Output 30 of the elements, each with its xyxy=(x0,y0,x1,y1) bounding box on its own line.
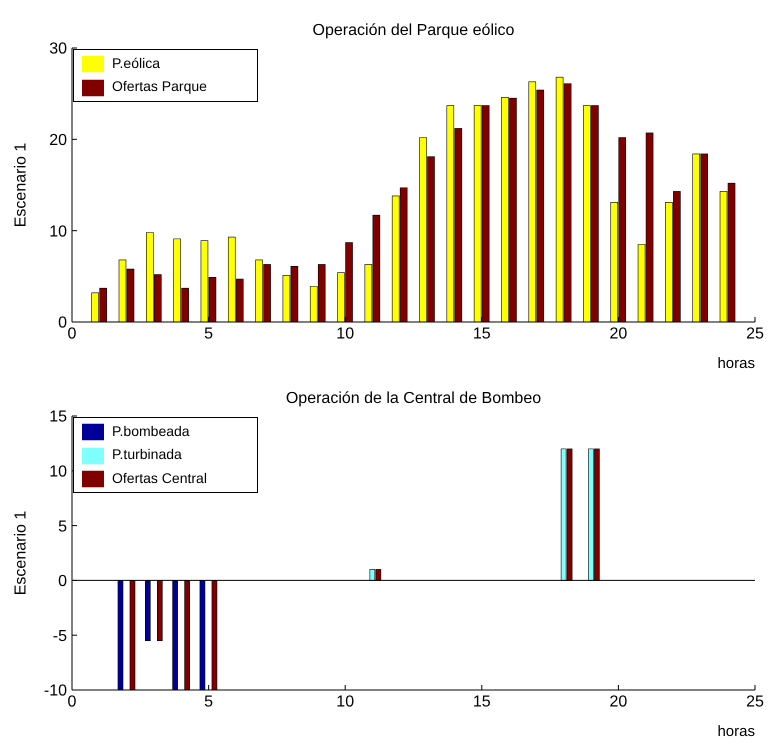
chart-title: Operación del Parque eólico xyxy=(312,22,516,40)
x-tick-label: 20 xyxy=(610,693,628,710)
x-axis-title: horas xyxy=(717,355,755,372)
y-axis-title: Escenario 1 xyxy=(12,142,30,228)
y-tick-label: 10 xyxy=(49,463,68,480)
x-tick-label: 5 xyxy=(204,693,214,710)
y-tick-label: 0 xyxy=(58,573,68,590)
y-tick-label: -10 xyxy=(44,682,68,700)
legend-label: P.eólica xyxy=(112,55,160,71)
x-tick-label: 20 xyxy=(610,325,628,342)
y-tick-label: 10 xyxy=(49,223,68,240)
x-tick-label: 15 xyxy=(472,693,491,710)
x-tick-label: 10 xyxy=(336,325,354,342)
x-tick-label: 25 xyxy=(746,325,764,342)
y-tick-label: 20 xyxy=(49,132,68,150)
y-tick-label: 30 xyxy=(49,40,68,58)
y-axis-title: Escenario 1 xyxy=(12,510,30,596)
x-tick-label: 10 xyxy=(336,693,354,710)
x-tick-label: 5 xyxy=(204,325,214,342)
x-tick-label: 25 xyxy=(746,693,764,710)
legend-label: Ofertas Central xyxy=(112,470,207,486)
y-tick-label: -5 xyxy=(52,628,68,645)
legend-label: Ofertas Parque xyxy=(112,78,207,94)
chart-title: Operación de la Central de Bombeo xyxy=(284,390,542,408)
legend-label: P.bombeada xyxy=(112,423,190,439)
y-tick-label: 15 xyxy=(49,408,68,426)
x-axis-title: horas xyxy=(717,723,755,740)
legend-label: P.turbinada xyxy=(112,446,182,462)
x-tick-label: 15 xyxy=(472,325,491,342)
y-tick-label: 5 xyxy=(58,518,68,536)
